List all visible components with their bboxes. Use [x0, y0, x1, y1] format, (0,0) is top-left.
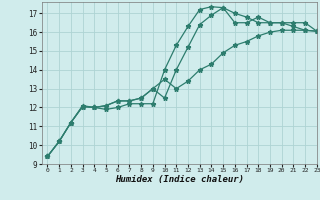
X-axis label: Humidex (Indice chaleur): Humidex (Indice chaleur): [115, 175, 244, 184]
